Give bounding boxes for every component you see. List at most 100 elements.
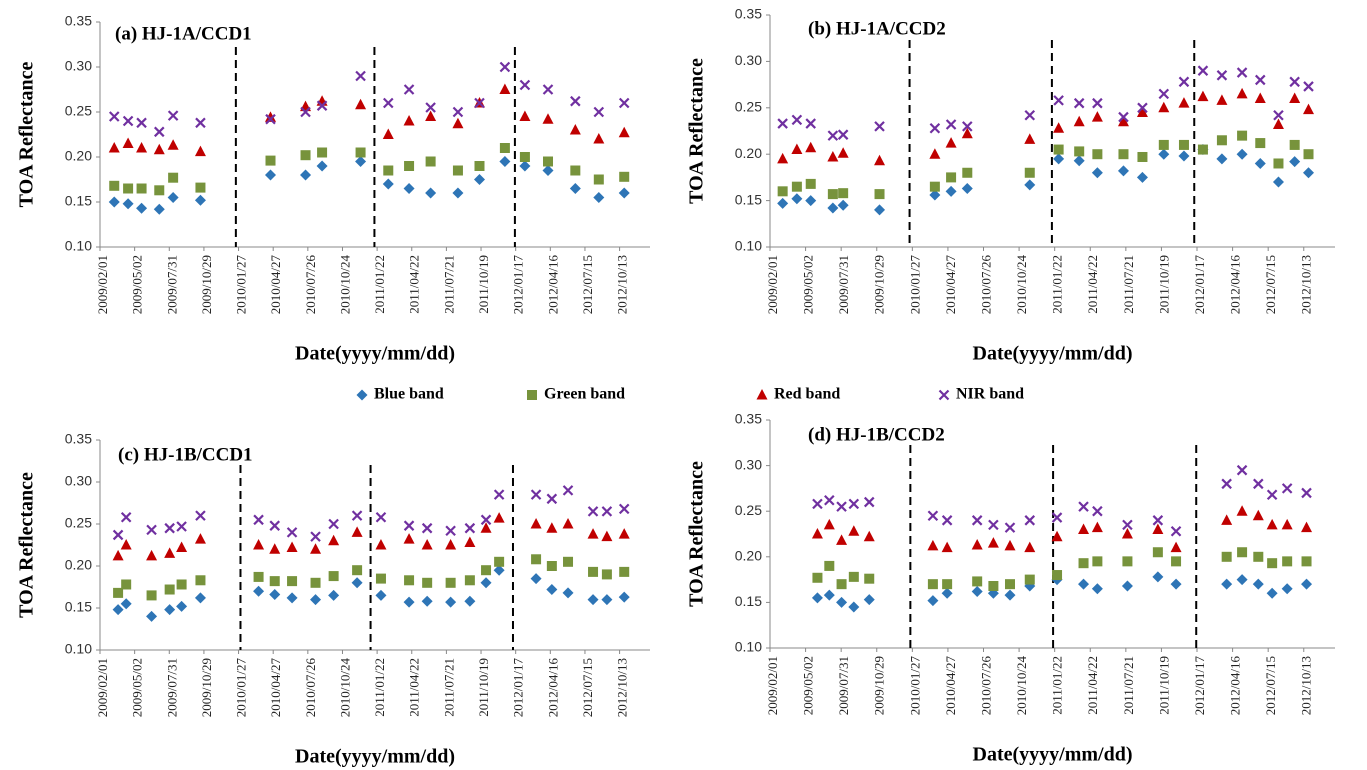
point [1152,523,1164,534]
point [1024,541,1036,553]
point [473,174,485,185]
point [195,510,206,521]
y-tick-label: 0.10 [735,639,762,655]
point [848,498,860,510]
x-tick-label: 2012/04/16 [545,658,560,718]
point [1118,149,1129,160]
point [530,489,542,500]
point [1236,574,1248,586]
point [777,197,789,209]
point [1053,95,1064,106]
point [121,579,132,590]
point [1273,158,1284,169]
point [494,556,505,567]
point [971,515,983,526]
point [587,594,599,606]
point [824,494,835,506]
point [1178,150,1190,162]
point [1118,111,1129,123]
point [194,194,206,206]
x-tick-label: 2009/02/01 [95,255,110,314]
point [480,577,492,589]
point [1024,133,1036,144]
point [543,156,554,167]
x-tick-label: 2011/07/21 [441,658,456,717]
point [1253,551,1264,562]
point [929,148,941,159]
point [464,536,476,547]
point [253,585,265,597]
point [805,195,817,207]
point [194,533,206,544]
y-tick-label: 0.30 [735,456,762,472]
point [945,137,957,148]
point [827,130,839,141]
point [848,601,860,613]
point [791,143,803,155]
point [164,584,175,595]
point [1254,74,1266,86]
legend-label: Red band [774,386,840,403]
point [1281,483,1293,494]
point [112,549,124,561]
point [1024,179,1036,191]
point [836,534,848,545]
point [355,147,366,158]
chart-title: (b) HJ-1A/CCD2 [808,18,946,39]
point [269,543,281,554]
point [108,196,120,208]
y-tick-label: 0.30 [65,58,92,74]
point [791,181,802,192]
y-tick-label: 0.20 [65,148,92,164]
x-axis-title: Date(yyyy/mm/dd) [295,343,455,365]
point [120,539,132,550]
point [837,129,849,140]
point [167,110,179,121]
point [962,121,973,132]
point [1237,130,1248,141]
point [874,121,885,132]
point [269,520,281,531]
point [253,539,265,550]
point [836,501,847,512]
point [176,541,188,553]
x-tick-label: 2011/04/22 [407,658,422,717]
point [1073,155,1085,167]
point [988,580,999,591]
point [355,70,366,82]
point [464,595,476,607]
x-tick-label: 2009/05/02 [130,255,145,314]
x-tick-label: 2012/01/17 [1192,255,1207,315]
point [164,547,176,558]
point [1053,122,1065,133]
point [929,122,941,134]
point [987,537,999,548]
x-tick-label: 2009/10/29 [872,656,887,715]
x-tick-label: 2012/07/15 [1263,255,1278,314]
point [120,512,132,523]
y-tick-label: 0.35 [735,411,762,427]
x-tick-label: 2011/01/22 [1050,656,1065,715]
point [546,493,558,505]
point [1281,518,1293,530]
point [1236,148,1248,160]
legend-marker [356,389,368,401]
point [542,165,554,176]
point [1074,146,1085,157]
point [863,594,875,606]
point [310,577,321,588]
point [929,181,940,192]
y-tick-label: 0.10 [735,238,762,254]
point [176,600,188,612]
point [824,560,835,571]
point [452,165,463,176]
point [167,192,179,203]
point [777,118,788,129]
x-tick-label: 2010/07/26 [303,255,318,315]
point [811,528,823,539]
point [805,178,816,189]
chart-title: (c) HJ-1B/CCD1 [118,444,253,465]
point [146,590,157,601]
point [300,150,311,161]
point [1236,464,1248,476]
